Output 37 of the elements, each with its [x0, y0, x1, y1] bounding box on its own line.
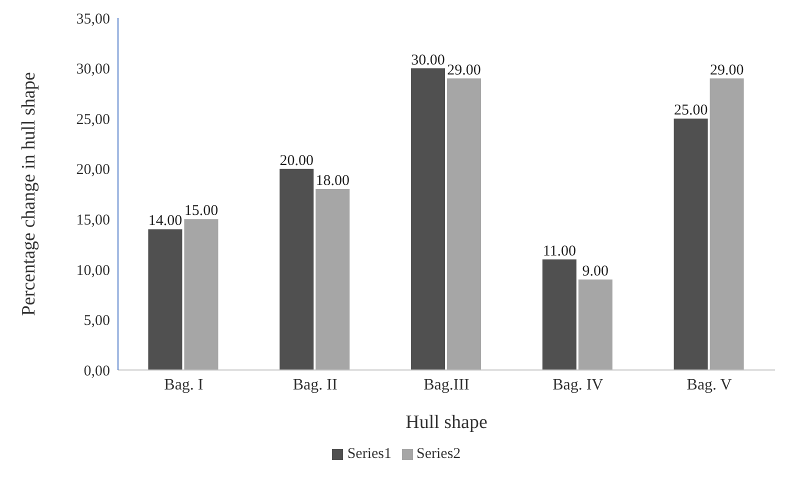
data-label: 20.00 — [280, 152, 314, 169]
bar — [316, 188, 350, 370]
data-label: 14.00 — [148, 213, 182, 230]
y-axis-title: Percentage change in hull shape — [18, 72, 40, 316]
x-tick-label: Bag.III — [424, 376, 470, 394]
y-tick-label: 5,00 — [84, 313, 110, 330]
x-tick-label: Bag. IV — [552, 376, 604, 394]
y-tick-label: 25,00 — [76, 112, 110, 128]
data-label: 15.00 — [184, 203, 218, 220]
bar — [411, 68, 446, 370]
y-tick-label: 0,00 — [84, 363, 110, 380]
data-label: 29.00 — [447, 62, 481, 78]
bar — [184, 219, 218, 370]
data-label: 11.00 — [542, 243, 576, 260]
x-axis-title: Hull shape — [406, 412, 488, 433]
x-tick-label: Bag. V — [686, 376, 732, 394]
bar — [280, 168, 314, 370]
y-tick-label: 35,00 — [76, 11, 110, 28]
bar — [674, 118, 708, 370]
bar — [447, 78, 482, 370]
x-tick-label: Bag. I — [164, 376, 204, 394]
data-label: 9.00 — [582, 263, 609, 280]
bar — [578, 279, 612, 370]
y-tick-label: 15,00 — [76, 212, 110, 228]
y-tick-label: 20,00 — [76, 162, 110, 178]
x-tick-label: Bag. II — [292, 376, 338, 394]
legend-label: Series2 — [416, 446, 461, 462]
legend-label: Series1 — [347, 446, 392, 462]
data-label: 18.00 — [316, 172, 350, 189]
bar — [148, 229, 182, 370]
y-tick-label: 30,00 — [76, 62, 110, 78]
y-tick-label: 10,00 — [76, 262, 110, 279]
bar — [710, 78, 744, 370]
data-label: 29.00 — [710, 62, 744, 78]
data-label: 25.00 — [674, 102, 708, 119]
bar — [542, 259, 576, 370]
data-label: 30.00 — [411, 52, 445, 68]
